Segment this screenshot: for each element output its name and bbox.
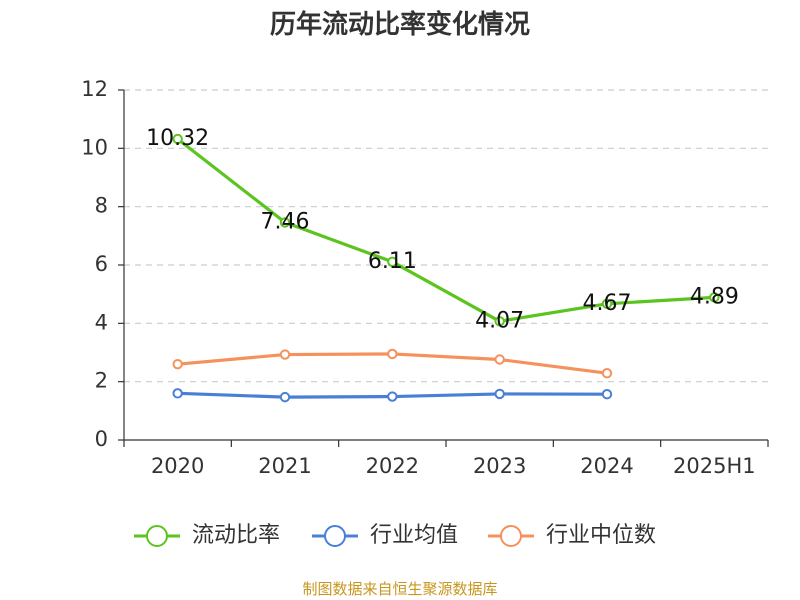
series-line xyxy=(176,137,715,323)
data-label: 4.07 xyxy=(475,308,524,333)
legend-label: 流动比率 xyxy=(192,523,280,548)
data-label: 10.32 xyxy=(146,126,209,151)
data-point xyxy=(279,217,291,228)
x-tick-label: 2023 xyxy=(473,454,526,478)
chart-title: 历年流动比率变化情况 xyxy=(269,10,530,40)
data-label: 7.46 xyxy=(261,209,310,234)
legend-label: 行业均值 xyxy=(370,523,458,548)
data-point xyxy=(601,389,613,400)
data-point xyxy=(601,368,613,379)
y-tick-label: 10 xyxy=(81,135,108,159)
data-point xyxy=(387,256,398,267)
data-point xyxy=(494,316,505,327)
data-point xyxy=(172,358,183,370)
legend-swatch-marker xyxy=(146,525,168,547)
data-point xyxy=(172,133,183,145)
data-point xyxy=(494,354,505,365)
legend-swatch-marker xyxy=(500,525,522,547)
x-tick-label: 2024 xyxy=(580,454,633,478)
data-point xyxy=(387,348,398,360)
data-point xyxy=(494,388,505,400)
y-tick-label: 0 xyxy=(95,427,108,451)
data-point xyxy=(279,391,291,403)
y-tick-label: 4 xyxy=(95,310,108,334)
data-point xyxy=(387,391,398,402)
x-tick-label: 2020 xyxy=(151,454,204,478)
data-point xyxy=(601,298,613,309)
y-tick-label: 8 xyxy=(95,194,108,218)
x-tick-label: 2021 xyxy=(258,454,311,478)
data-label: 4.89 xyxy=(690,284,739,309)
y-tick-label: 12 xyxy=(81,77,108,101)
source-note: 制图数据来自恒生聚源数据库 xyxy=(302,580,498,598)
legend-label: 行业中位数 xyxy=(546,523,656,548)
data-label: 6.11 xyxy=(368,249,417,274)
data-label: 4.67 xyxy=(583,291,632,316)
data-point xyxy=(709,292,720,303)
x-tick-label: 2025H1 xyxy=(673,454,756,478)
data-point xyxy=(172,388,183,399)
x-tick-label: 2022 xyxy=(366,454,419,478)
legend-swatch-marker xyxy=(324,525,346,547)
y-tick-label: 6 xyxy=(95,252,108,276)
y-tick-label: 2 xyxy=(95,369,108,393)
data-point xyxy=(279,349,291,360)
